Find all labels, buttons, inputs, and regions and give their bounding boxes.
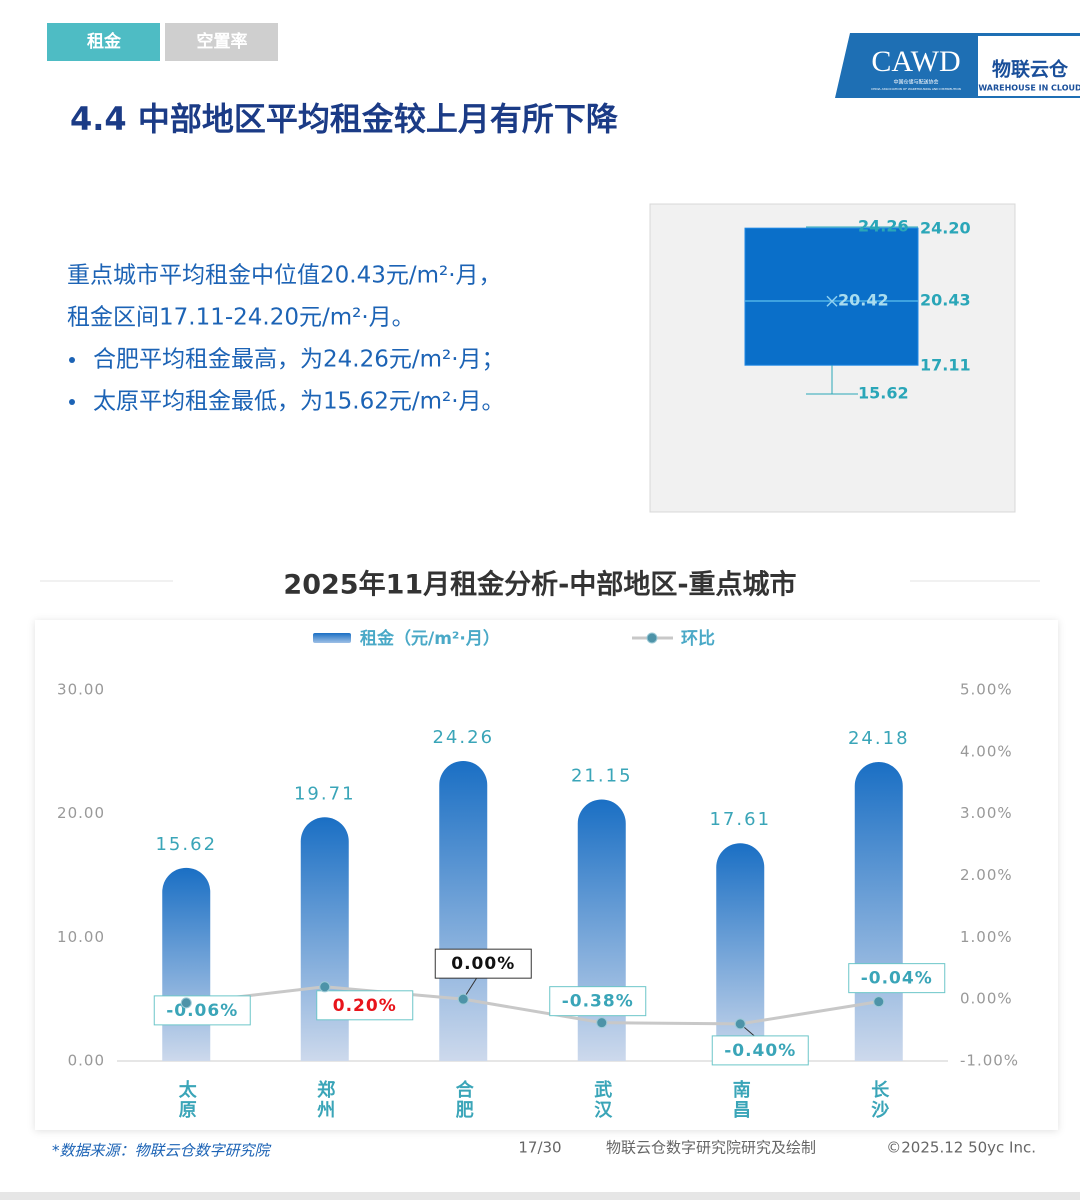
y2-tick-label: 1.00%: [960, 928, 1013, 946]
label-box: [711, 1035, 809, 1066]
label-box: [316, 990, 414, 1021]
ratio-value-label: -0.06%: [166, 1001, 238, 1021]
ratio-point: [873, 996, 885, 1008]
bar: [854, 761, 903, 1061]
ratio-value-label: 0.20%: [333, 996, 397, 1016]
box-label: 15.62: [858, 384, 909, 403]
x-tick-label: 南昌: [730, 1079, 751, 1120]
y-tick-label: 0.00: [68, 1052, 105, 1070]
tab[interactable]: [165, 23, 278, 61]
ratio-value-label: -0.38%: [562, 992, 634, 1012]
y2-tick-label: 2.00%: [960, 866, 1013, 884]
y2-tick-label: 4.00%: [960, 742, 1013, 760]
combo-chart: 0.00 10.00 20.00 30.00 -1.00% 0.00% 1.00% 2.00%…: [57, 628, 1019, 1120]
label-box: [153, 995, 251, 1026]
tab-label[interactable]: 空置率: [197, 31, 248, 52]
x-tick-label: 长沙: [868, 1080, 889, 1120]
x-tick-label: 太原: [176, 1079, 197, 1120]
y2-tick-label: 0.00%: [960, 990, 1013, 1008]
page-title: 4.4 中部地区平均租金较上月有所下降: [70, 100, 619, 138]
summary-line: 重点城市平均租金中位值20.43元/m²·月，: [67, 263, 502, 289]
mean-marker: [826, 295, 838, 307]
box-label: 20.42: [838, 291, 889, 310]
ratio-value-label: -0.40%: [724, 1041, 796, 1061]
tab[interactable]: [47, 23, 160, 61]
label-box: [549, 986, 647, 1017]
bar: [716, 843, 765, 1061]
x-tick-label: 武汉: [591, 1080, 612, 1120]
legend-label: 租金（元/m²·月）: [360, 628, 500, 649]
legend-swatch: [313, 633, 351, 643]
ratio-point: [734, 1018, 746, 1030]
y-tick-label: 30.00: [57, 681, 105, 699]
label-box: [848, 963, 946, 994]
bullet-dot: [69, 357, 75, 363]
bar: [162, 867, 211, 1061]
chart-title: 2025年11月租金分析-中部地区-重点城市: [283, 569, 796, 601]
x-tick-label: 合肥: [453, 1079, 475, 1120]
logo-text: CAWD: [871, 45, 960, 78]
bar-value-label: 21.15: [571, 765, 633, 786]
source: *数据来源：物联云仓数字研究院: [52, 1142, 272, 1160]
x-tick-label: 郑州: [314, 1079, 336, 1120]
brand-en: WAREHOUSE IN CLOUD: [978, 84, 1080, 93]
bottom-strip: [0, 1192, 1080, 1200]
legend-label: 环比: [681, 628, 715, 649]
box-plot: 24.26 24.20 20.43 20.42 17.11 15.62: [744, 217, 971, 403]
logo-box: [978, 36, 1080, 96]
box-label: 17.11: [920, 356, 971, 375]
page-number: 17/30: [518, 1139, 561, 1157]
bar-value-label: 15.62: [155, 834, 217, 855]
ratio-value-label: 0.00%: [451, 954, 515, 974]
bar-value-label: 19.71: [294, 783, 356, 804]
chart-title-band: [173, 562, 910, 610]
summary-line: 租金区间17.11-24.20元/m²·月。: [67, 305, 415, 331]
bar: [439, 760, 488, 1061]
brand: 物联云仓: [992, 58, 1069, 81]
y-tick-label: 10.00: [57, 928, 105, 946]
y-tick-label: 20.00: [57, 804, 105, 822]
ratio-point: [319, 981, 331, 993]
box-label: 20.43: [920, 291, 971, 310]
bar-value-label: 24.18: [848, 728, 910, 749]
box-label: 24.20: [920, 219, 971, 238]
logo-sub: 中国仓储与配送协会: [893, 79, 938, 86]
bar-value-label: 17.61: [709, 809, 771, 830]
box-label: 24.26: [858, 217, 909, 236]
label-box: [434, 948, 532, 979]
ratio-point: [457, 993, 469, 1005]
ratio-line: [186, 985, 879, 1026]
legend-dot: [646, 632, 658, 644]
ratio-point: [180, 997, 192, 1009]
bar: [300, 817, 349, 1061]
bullet: 太原平均租金最低，为15.62元/m²·月。: [93, 389, 505, 415]
y2-tick-label: 3.00%: [960, 804, 1013, 822]
tab-label[interactable]: 租金: [87, 31, 122, 52]
logo-sub: CHINA ASSOCIATION OF WAREHOUSING AND DIS…: [871, 87, 961, 91]
ratio-point: [596, 1017, 608, 1029]
ratio-value-label: -0.04%: [861, 969, 933, 989]
y2-tick-label: -1.00%: [960, 1052, 1019, 1070]
box: [744, 227, 919, 366]
bullet-dot: [69, 399, 75, 405]
bar-value-label: 24.26: [432, 727, 494, 748]
bullet: 合肥平均租金最高，为24.26元/m²·月；: [93, 347, 505, 373]
credit: 物联云仓数字研究院研究及绘制: [606, 1139, 816, 1157]
y2-tick-label: 5.00%: [960, 681, 1013, 699]
copyright: ©2025.12 50yc Inc.: [886, 1139, 1036, 1157]
